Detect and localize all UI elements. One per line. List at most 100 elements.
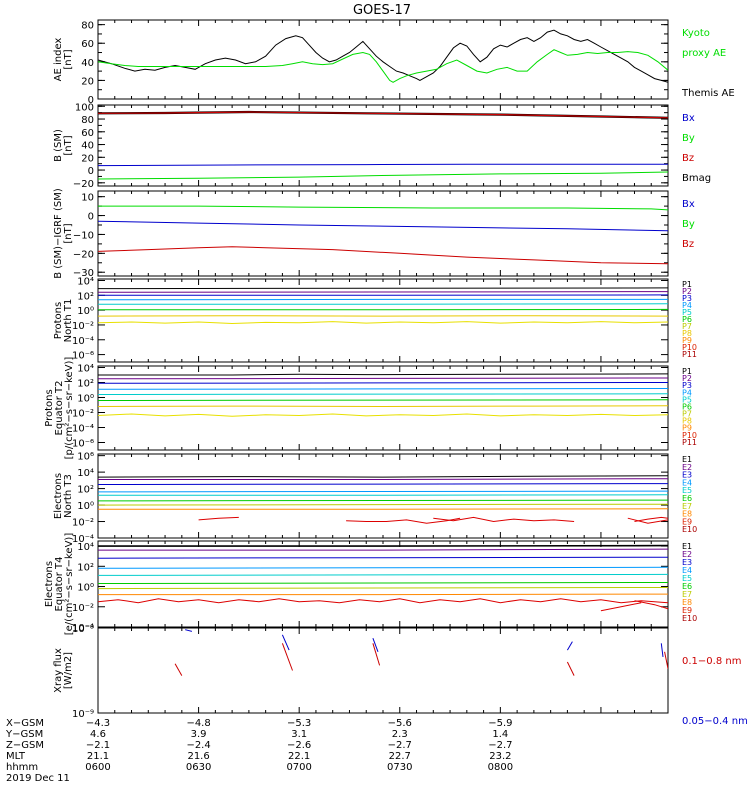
legend-entry: P5 <box>682 308 692 317</box>
series-line-e3 <box>98 483 668 485</box>
legend-entry: E4 <box>682 566 692 575</box>
panel-4: 10⁻⁶ 10⁻⁴ 10⁻² 10⁰ 10² 10⁴ Protons North T1 P1P2… <box>53 276 697 363</box>
y-axis-label: North T3 <box>63 474 74 518</box>
legend-entry: P2 <box>682 287 692 296</box>
x-row-value: 2.3 <box>392 729 408 740</box>
y-axis-label: Protons <box>53 302 64 339</box>
data-segment <box>372 643 381 666</box>
x-row-value: 21.1 <box>87 751 109 762</box>
y-tick-label: 20 <box>81 76 94 87</box>
y-tick-label: 40 <box>81 58 94 69</box>
legend-entry: P10 <box>682 431 697 440</box>
y-axis-label: [p/(cm²−s−sr−keV)] <box>64 357 75 460</box>
data-segment <box>664 651 668 669</box>
legend-entry: Bz <box>682 153 694 164</box>
legend-entry: proxy AE <box>682 48 726 59</box>
series-line-e4 <box>98 490 668 493</box>
series-line-bz <box>98 246 668 265</box>
y-axis-label: AE index <box>53 38 64 82</box>
y-tick-label: 10² <box>77 485 94 496</box>
y-tick-label: 10⁻⁴ <box>72 336 94 347</box>
legend-entry: E5 <box>682 574 692 583</box>
series-line-e6 <box>98 582 668 584</box>
panel-frame <box>97 453 669 539</box>
legend-entry: Bz <box>682 239 694 250</box>
y-tick-label: 10⁻⁹ <box>72 709 94 720</box>
x-row-label: Z−GSM <box>6 740 44 751</box>
legend-entry: P3 <box>682 294 692 303</box>
series-group <box>98 29 668 83</box>
x-row-value: −4.3 <box>86 718 110 729</box>
panel-frame <box>97 540 669 628</box>
series-line-p5 <box>98 393 668 395</box>
x-row-label: MLT <box>6 751 26 762</box>
data-segment <box>433 516 575 523</box>
series-line-bx <box>98 220 668 232</box>
x-row-value: −2.7 <box>388 740 412 751</box>
y-axis-label: Equator T4 <box>54 557 65 612</box>
y-axis-label: Electrons <box>53 473 64 519</box>
y-axis-label: [nT] <box>63 49 74 69</box>
y-tick-label: 10⁻⁴ <box>72 623 94 634</box>
y-axis-label: Equator T2 <box>54 381 65 436</box>
x-row-value: 0800 <box>488 762 513 773</box>
legend-entry: E10 <box>682 614 697 623</box>
legend-entry: By <box>682 133 695 144</box>
y-tick-label: 10⁻² <box>72 321 94 332</box>
panel-5: 10⁻⁶ 10⁻⁴ 10⁻² 10⁰ 10² 10⁴ Protons Equator T2 [p… <box>44 357 697 460</box>
legend-entry: P7 <box>682 410 692 419</box>
data-segment <box>346 517 461 524</box>
data-segment <box>372 638 379 652</box>
legend-entry: Kyoto <box>682 28 710 39</box>
data-segment <box>185 629 193 632</box>
series-line-e2 <box>98 548 668 551</box>
legend-entry: E4 <box>682 478 692 487</box>
data-segment <box>198 516 239 521</box>
legend-entry: P4 <box>682 388 692 397</box>
legend-entry: P1 <box>682 367 692 376</box>
y-tick-label: 10⁻⁶ <box>72 439 94 450</box>
y-axis-label: Electrons <box>44 561 55 607</box>
y-tick-label: 0 <box>88 166 94 177</box>
x-row-label: X−GSM <box>6 718 44 729</box>
y-tick-label: 10⁴ <box>77 542 94 553</box>
x-row-value: 0700 <box>286 762 311 773</box>
x-row-value: −5.3 <box>287 718 311 729</box>
data-segment <box>634 600 668 610</box>
series-line-p6 <box>98 399 668 401</box>
panel-3: −30 −20 −10 0 10 B (SM)−IGRF (SM) [nT] Bx By Bz <box>53 188 695 279</box>
y-axis-label: [nT] <box>63 135 74 155</box>
panel-frame <box>97 19 669 100</box>
y-tick-label: 80 <box>81 21 94 32</box>
x-row-value: 21.6 <box>187 751 209 762</box>
x-row-value: 0630 <box>186 762 211 773</box>
y-tick-label: 10⁰ <box>77 583 94 594</box>
y-tick-label: 10⁻⁸ <box>72 624 94 635</box>
legend-entry: E9 <box>682 517 692 526</box>
series-line-e7 <box>98 503 668 506</box>
data-segment <box>600 602 642 612</box>
y-tick-label: 10⁴ <box>77 276 94 287</box>
data-segment <box>634 516 668 522</box>
series-group <box>98 475 668 524</box>
series-line-p1 <box>98 287 668 290</box>
legend-entry: E7 <box>682 502 692 511</box>
series-group <box>174 629 668 676</box>
series-line-p8 <box>98 413 668 417</box>
series-line-e9 <box>98 598 668 604</box>
series-line-bx <box>98 163 668 167</box>
series-line-e1 <box>98 475 668 478</box>
legend-entry: E8 <box>682 598 692 607</box>
series-line-e3 <box>98 556 668 559</box>
data-segment <box>627 517 668 524</box>
x-axis-table: X−GSM −4.3 −4.8 −5.3 −5.6 −5.9 Y−GSM 4.6 3.9 3.1 2… <box>5 718 513 784</box>
legend-entry: E5 <box>682 486 692 495</box>
panel-frame <box>97 627 669 714</box>
legend-entry: Bx <box>682 113 695 124</box>
y-tick-label: 10² <box>77 562 94 573</box>
legend-entry: Themis AE <box>681 88 735 99</box>
legend-entry: E3 <box>682 471 692 480</box>
legend-entry: E7 <box>682 590 692 599</box>
x-row-label: hhmm <box>6 762 38 773</box>
